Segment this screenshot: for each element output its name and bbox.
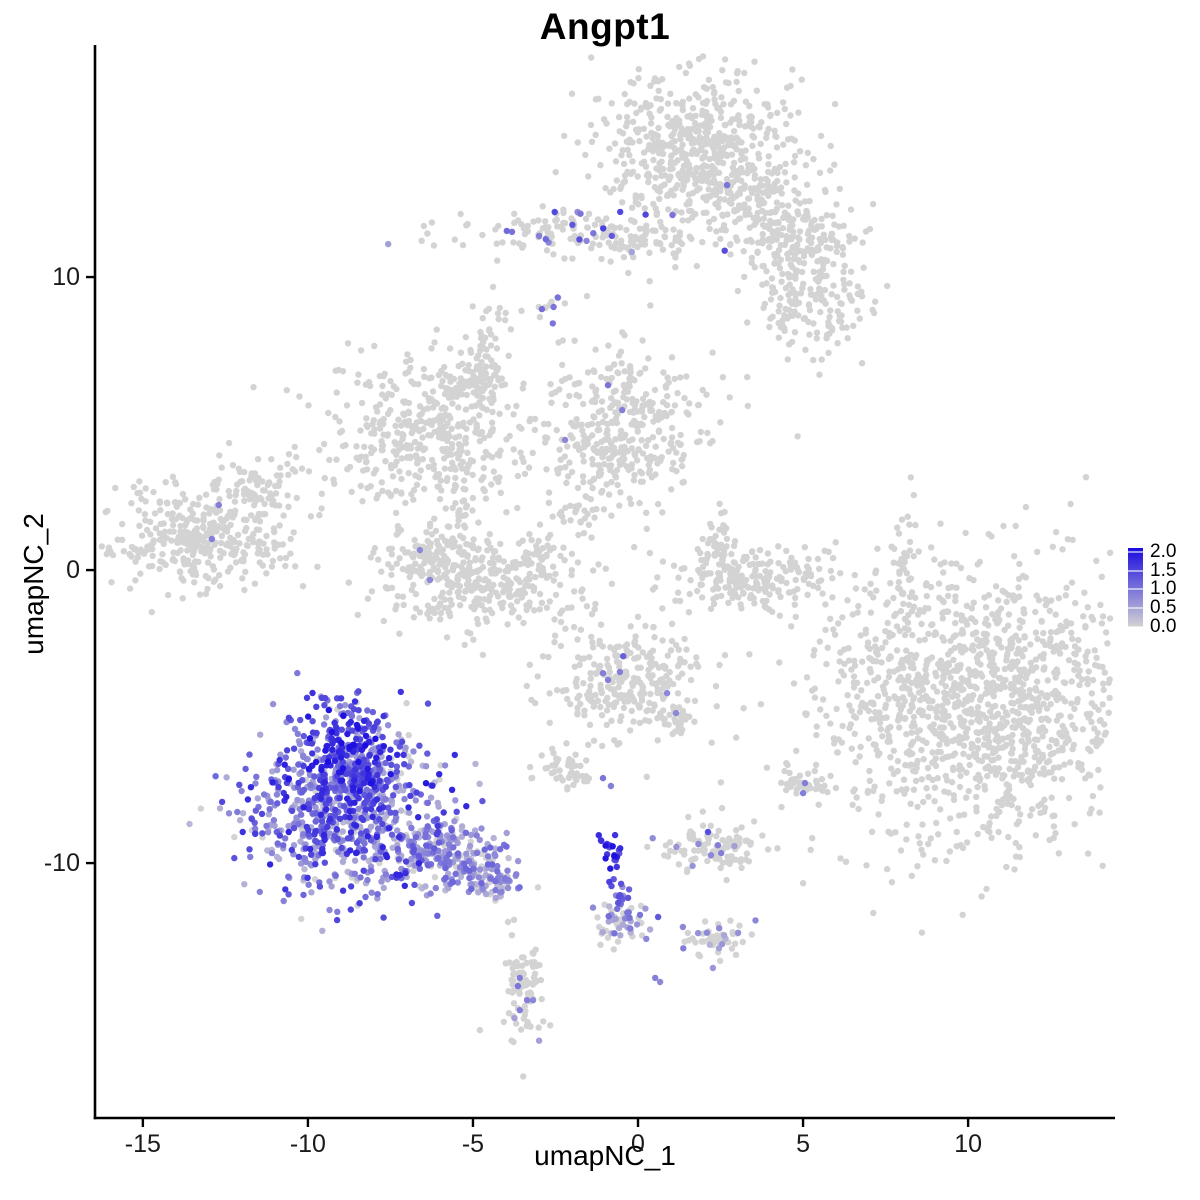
legend-tick-mark	[1128, 550, 1143, 553]
y-tick-label: 0	[66, 556, 80, 585]
page-title: Angpt1	[539, 6, 671, 47]
legend-tick-label: 0.5	[1150, 597, 1177, 619]
x-axis-label: umapNC_1	[534, 1140, 676, 1171]
legend-tick-mark	[1128, 569, 1143, 572]
x-tick-label: -5	[461, 1130, 485, 1158]
y-tick-label: -10	[43, 849, 80, 878]
y-tick-label: 10	[52, 263, 80, 292]
x-tick-label: -10	[289, 1130, 326, 1158]
legend-tick-label: 1.0	[1150, 578, 1177, 600]
legend-tick-label: 1.5	[1150, 559, 1177, 581]
umap-points	[98, 53, 1114, 1080]
x-tick-label: 10	[954, 1130, 982, 1158]
legend-colorbar: 2.0 1.5 1.0 0.5 0.0	[1122, 540, 1200, 640]
legend-tick-label: 2.0	[1150, 540, 1177, 562]
legend-tick-label: 0.0	[1150, 616, 1177, 637]
x-tick-label: 0	[631, 1130, 645, 1158]
legend-tick-mark	[1128, 626, 1143, 628]
legend-tick-mark	[1128, 607, 1143, 610]
legend-tick-mark	[1128, 588, 1143, 591]
x-tick-label: 5	[796, 1130, 810, 1158]
x-tick-label: -15	[124, 1130, 161, 1158]
